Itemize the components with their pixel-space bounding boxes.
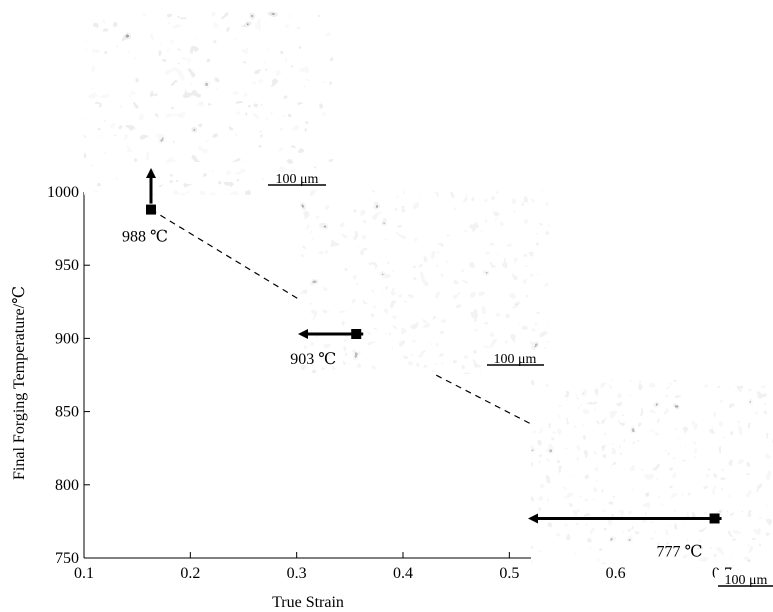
x-tick-label: 0.2 bbox=[180, 565, 200, 582]
point-label: 903 ℃ bbox=[290, 351, 336, 368]
x-axis-title: True Strain bbox=[272, 594, 344, 611]
y-tick-label: 800 bbox=[55, 477, 79, 494]
scale-bar-label: 100 μm bbox=[276, 172, 319, 187]
x-tick-label: 0.6 bbox=[606, 565, 626, 582]
micrograph-image bbox=[84, 10, 333, 195]
data-point-marker bbox=[351, 329, 362, 340]
plot-axes: 0.10.20.30.40.50.60.7 750800850900950100… bbox=[47, 184, 732, 582]
data-point-marker bbox=[145, 204, 156, 215]
micrograph-777: 100 μm bbox=[531, 380, 773, 590]
data-markers bbox=[145, 204, 720, 524]
x-tick-label: 0.4 bbox=[393, 565, 413, 582]
micrograph-image bbox=[531, 380, 773, 564]
y-axis-title: Final Forging Temperature/℃ bbox=[11, 286, 28, 480]
y-tick-label: 950 bbox=[55, 257, 79, 274]
x-tick-label: 0.1 bbox=[74, 565, 94, 582]
data-point-marker bbox=[709, 513, 720, 524]
scale-bar-label: 100 μm bbox=[494, 352, 537, 367]
micrograph-image bbox=[300, 190, 549, 374]
y-tick-label: 850 bbox=[55, 404, 79, 421]
pointer-arrow bbox=[145, 168, 156, 204]
x-tick-label: 0.3 bbox=[287, 565, 307, 582]
pointer-arrow bbox=[528, 513, 722, 524]
micrograph-988: 100 μm bbox=[84, 10, 333, 195]
y-tick-label: 750 bbox=[55, 550, 79, 567]
y-ticks: 750 800 850 900 950 1000 bbox=[47, 184, 90, 567]
point-label: 777 ℃ bbox=[657, 543, 703, 560]
point-label: 988 ℃ bbox=[122, 229, 168, 246]
micrograph-903: 100 μm bbox=[300, 190, 549, 374]
x-tick-label: 0.5 bbox=[499, 565, 519, 582]
scale-bar-label: 100 μm bbox=[725, 573, 768, 588]
point-labels: 988 ℃ 903 ℃ 777 ℃ bbox=[122, 229, 702, 561]
y-tick-label: 900 bbox=[55, 330, 79, 347]
scale-bar-box bbox=[715, 570, 773, 590]
y-tick-label: 1000 bbox=[47, 184, 79, 201]
